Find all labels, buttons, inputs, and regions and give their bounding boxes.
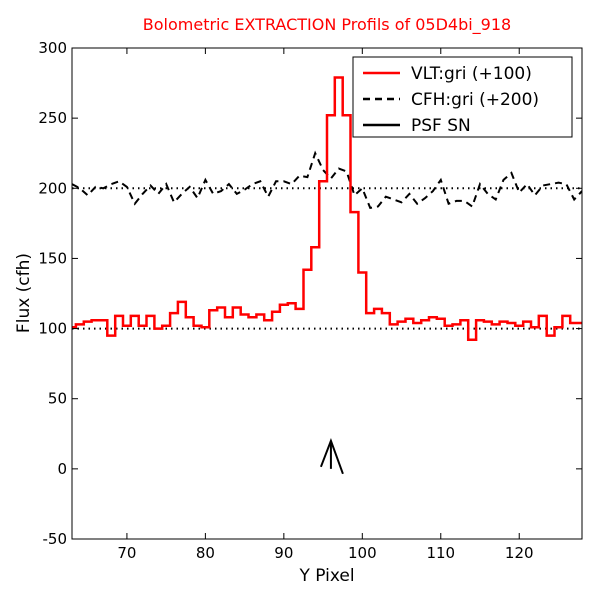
y-tick-label: 100	[38, 320, 67, 338]
x-tick-label: 80	[196, 544, 215, 562]
y-tick-label: 0	[57, 460, 67, 478]
x-tick-label: 90	[274, 544, 293, 562]
x-tick-label: 120	[505, 544, 534, 562]
y-tick-label: 50	[48, 390, 67, 408]
plot-frame	[71, 47, 583, 540]
y-tick-label: 150	[38, 249, 67, 267]
y-axis-label: Flux (cfh)	[14, 253, 34, 333]
x-axis: 70 80 90 100 110 120	[117, 48, 534, 562]
x-tick-label: 110	[426, 544, 455, 562]
y-tick-label: 300	[38, 39, 67, 57]
series-vlt-steps	[72, 76, 582, 342]
legend: VLT:gri (+100) CFH:gri (+200) PSF SN	[352, 56, 573, 138]
y-tick-label: 250	[38, 109, 67, 127]
legend-label-vlt: VLT:gri (+100)	[411, 64, 532, 84]
x-tick-label: 70	[117, 544, 136, 562]
x-axis-label: Y Pixel	[298, 566, 354, 586]
y-tick-label: -50	[43, 530, 68, 548]
legend-frame	[352, 56, 573, 138]
x-tick-label: 100	[348, 544, 377, 562]
legend-label-psf: PSF SN	[411, 116, 471, 136]
plot-area	[72, 76, 582, 475]
y-tick-label: 200	[38, 179, 67, 197]
legend-label-cfh: CFH:gri (+200)	[411, 90, 539, 110]
chart-title: Bolometric EXTRACTION Profils of 05D4bi_…	[143, 15, 511, 35]
y-axis: -50 0 50 100 150 200 250 300	[38, 39, 582, 548]
arrow-head	[319, 437, 344, 475]
